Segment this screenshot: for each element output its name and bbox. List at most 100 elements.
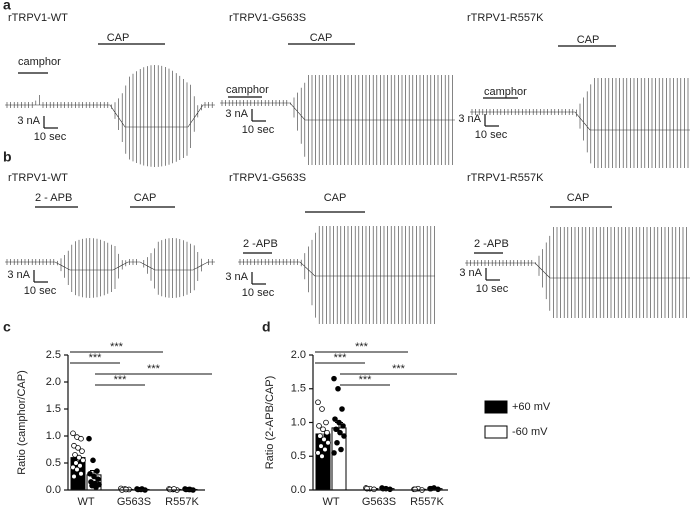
data-point	[80, 457, 86, 464]
x-tick-label: WT	[322, 496, 339, 507]
current-trace	[5, 65, 215, 167]
scale-label-time: 10 sec	[476, 283, 509, 295]
stimulus-label: camphor	[18, 56, 61, 68]
data-point	[87, 470, 93, 477]
data-point	[75, 445, 81, 451]
data-point	[321, 436, 327, 443]
data-point	[74, 466, 80, 473]
significance-label: ***	[147, 363, 161, 375]
data-point	[315, 399, 321, 406]
scale-label-time: 10 sec	[24, 285, 57, 297]
significance-label: ***	[110, 341, 124, 353]
x-tick-label: R557K	[410, 496, 444, 507]
trace-title: rTRPV1-WT	[8, 12, 68, 24]
data-point	[94, 468, 100, 474]
data-point	[319, 453, 325, 460]
stimulus-label: 2 -APB	[474, 238, 509, 250]
data-point	[338, 446, 344, 453]
legend-swatch	[484, 425, 508, 439]
scale-label-time: 10 sec	[242, 287, 275, 299]
stimulus-label: CAP	[577, 34, 600, 46]
y-tick-label: 2.0	[291, 349, 306, 361]
x-tick-label: G563S	[362, 496, 396, 507]
scale-label-current: 3 nA	[458, 113, 481, 125]
data-point	[76, 454, 82, 461]
data-point	[72, 452, 78, 458]
data-point	[435, 486, 441, 493]
data-point	[78, 435, 84, 442]
y-axis-label: Ratio (camphor/CAP)	[16, 370, 28, 475]
data-point	[77, 462, 83, 469]
legend-swatch	[484, 400, 508, 414]
data-point	[318, 443, 324, 449]
data-point	[324, 429, 330, 436]
data-point	[334, 439, 340, 446]
data-point	[412, 486, 418, 493]
data-point	[336, 419, 342, 426]
scale-label-time: 10 sec	[475, 129, 508, 141]
trace-title: rTRPV1-G563S	[229, 172, 306, 184]
stimulus-label: camphor	[484, 86, 527, 98]
scale-label-time: 10 sec	[242, 124, 275, 136]
data-point	[78, 470, 84, 477]
data-point	[316, 423, 322, 429]
data-point	[340, 423, 346, 429]
y-tick-label: 2.0	[46, 376, 61, 388]
current-trace	[238, 226, 435, 324]
panel-label: c	[3, 319, 11, 335]
stimulus-label: camphor	[226, 84, 269, 96]
y-axis-label: Ratio (2-APB/CAP)	[264, 376, 276, 470]
data-point	[387, 486, 393, 493]
data-point	[371, 486, 377, 493]
current-trace	[5, 238, 215, 298]
significance-label: ***	[334, 352, 348, 364]
current-trace	[465, 227, 690, 318]
significance-label: ***	[355, 341, 369, 353]
data-point	[341, 433, 347, 439]
data-point	[86, 435, 92, 442]
data-point	[331, 450, 337, 456]
stimulus-label: CAP	[324, 192, 347, 204]
stimulus-label: CAP	[134, 192, 157, 204]
data-point	[317, 433, 323, 439]
trace-title: rTRPV1-R557K	[467, 12, 544, 24]
y-tick-label: 0.5	[291, 450, 306, 462]
data-point	[322, 446, 328, 453]
panel-label: a	[3, 0, 11, 13]
data-point	[323, 419, 329, 426]
scale-label-current: 3 nA	[225, 271, 248, 283]
data-point	[70, 430, 76, 437]
data-point	[332, 416, 338, 422]
y-tick-label: 1.5	[46, 403, 61, 415]
data-point	[79, 448, 85, 454]
scale-label-current: 3 nA	[7, 269, 30, 281]
x-tick-label: G563S	[117, 496, 151, 507]
y-tick-label: 0.0	[46, 484, 61, 496]
legend-label: -60 mV	[512, 426, 548, 438]
scale-label-current: 3 nA	[225, 108, 248, 120]
data-point	[333, 426, 339, 433]
scale-label-time: 10 sec	[34, 131, 67, 143]
significance-label: ***	[392, 363, 406, 375]
data-point	[320, 426, 326, 433]
y-tick-label: 1.0	[46, 430, 61, 442]
data-point	[71, 473, 77, 480]
panel-label: d	[262, 319, 271, 335]
data-point	[337, 429, 343, 436]
data-point	[335, 385, 341, 392]
stimulus-label: CAP	[107, 32, 130, 44]
current-trace	[220, 75, 455, 165]
significance-label: ***	[359, 374, 373, 386]
trace-title: rTRPV1-WT	[8, 172, 68, 184]
y-tick-label: 1.5	[291, 383, 306, 395]
trace-title: rTRPV1-G563S	[229, 12, 306, 24]
stimulus-label: 2 -APB	[243, 238, 278, 250]
panel-label: b	[3, 149, 12, 165]
y-tick-label: 1.0	[291, 416, 306, 428]
stimulus-label: CAP	[567, 192, 590, 204]
x-tick-label: WT	[77, 496, 94, 507]
x-tick-label: R557K	[165, 496, 199, 507]
stimulus-label: CAP	[310, 32, 333, 44]
significance-label: ***	[89, 352, 103, 364]
